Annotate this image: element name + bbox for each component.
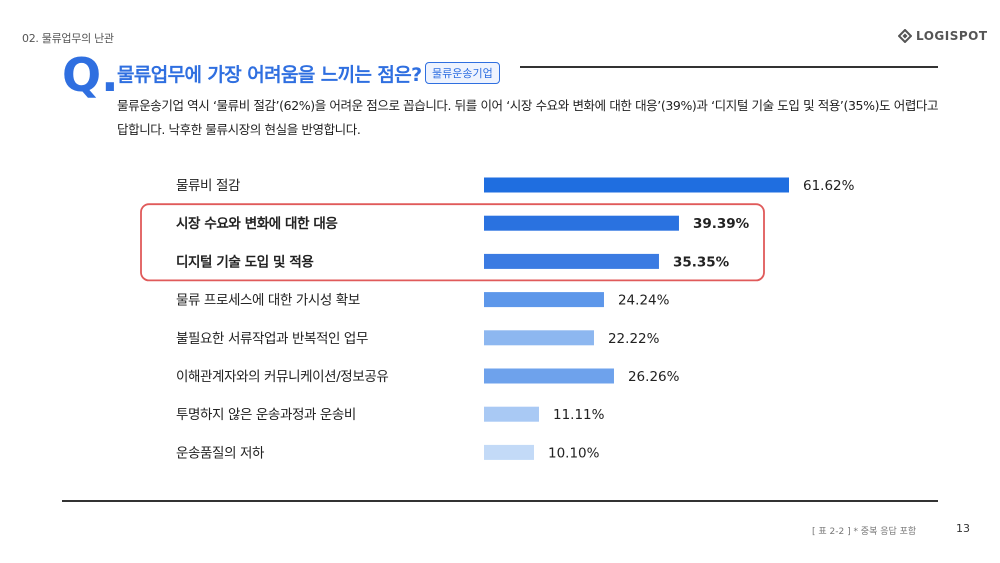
bar [484, 368, 614, 384]
category-label: 시장 수요와 변화에 대한 대응 [176, 215, 337, 232]
value-label: 26.26% [628, 369, 680, 385]
value-label: 39.39% [693, 216, 750, 232]
bottom-divider [62, 500, 938, 502]
bar [484, 406, 539, 422]
logo-mark-icon [898, 29, 912, 43]
category-label: 디지털 기술 도입 및 적용 [176, 253, 313, 270]
category-label: 불필요한 서류작업과 반복적인 업무 [176, 331, 368, 347]
bar [484, 215, 679, 231]
bar [484, 292, 604, 308]
category-label: 투명하지 않은 운송과정과 운송비 [176, 407, 356, 423]
question-tag: 물류운송기업 [425, 62, 500, 84]
bar [484, 444, 534, 460]
value-label: 10.10% [548, 445, 600, 461]
value-label: 24.24% [618, 293, 670, 309]
category-label: 운송품질의 저하 [176, 445, 265, 461]
bar [484, 253, 659, 269]
bar [484, 330, 594, 346]
value-label: 61.62% [803, 178, 855, 194]
section-label: 02. 물류업무의 난관 [22, 32, 114, 45]
value-label: 22.22% [608, 331, 660, 347]
value-label: 35.35% [673, 254, 730, 270]
question-letter: Q. [62, 48, 119, 102]
value-label: 11.11% [553, 407, 605, 423]
logo: LOGISPOT [898, 29, 988, 43]
bar-chart: 물류비 절감 61.62% 시장 수요와 변화에 대한 대응 39.39% 디지털 기술… [140, 177, 855, 461]
page-number: 13 [956, 522, 970, 535]
category-label: 이해관계자와의 커뮤니케이션/정보공유 [176, 369, 388, 385]
logo-text: LOGISPOT [916, 29, 988, 43]
bar [484, 177, 789, 193]
question-title: 물류업무에 가장 어려움을 느끼는 점은? [117, 64, 422, 86]
question-description: 물류운송기업 역시 ‘물류비 절감’(62%)을 어려운 점으로 꼽습니다. 뒤… [117, 98, 939, 137]
category-label: 물류비 절감 [176, 178, 240, 194]
highlight-box [140, 203, 765, 282]
footnote: [ 표 2-2 ] * 중복 응답 포함 [812, 527, 917, 537]
title-divider [520, 66, 938, 68]
category-label: 물류 프로세스에 대한 가시성 확보 [176, 293, 360, 309]
